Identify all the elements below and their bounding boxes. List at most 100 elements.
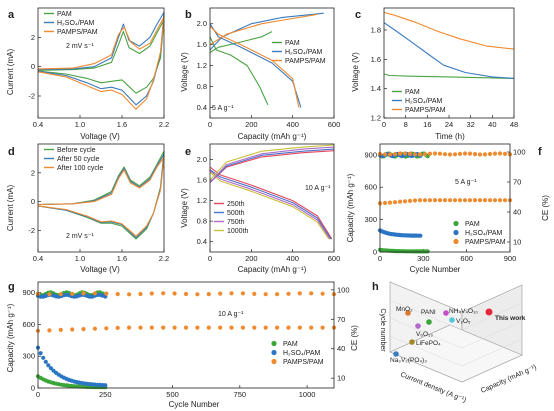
ce-point [472,152,478,157]
x-tick-label: 2.2 [159,254,169,263]
panel-d-legend: Before cycle After 50 cycle After 100 cycl… [44,147,103,172]
panel-h-gridlines [389,299,523,367]
capacity-point [472,198,478,203]
legend-marker [271,349,277,356]
x-tick-label: 24 [445,120,453,129]
x-tick-label: 300 [417,254,430,263]
y-tick-label: 600 [364,183,377,192]
y-tick-label: 0 [31,62,35,71]
legend-label: PAMPS/PAM [405,107,446,114]
capacity-point [240,325,245,330]
ce-point [422,152,428,157]
legend-label: PAMPS/PAM [57,29,98,36]
panel-d-frame [37,143,165,253]
capacity-point [462,198,468,203]
capacity-point [502,198,508,203]
legend-label: 250th [227,201,245,208]
x-tick-label: 0 [208,254,212,263]
capacity-point [457,198,463,203]
panel-c-frame [383,7,515,119]
capacity-point [477,198,483,203]
ce-point [138,291,143,297]
ce-point [286,291,291,296]
panel-b-annotation: 5 A g⁻¹ [212,105,234,112]
ce-point [492,151,498,156]
y-tick-label: 0 [31,384,35,393]
y-tick-label: 900 [22,288,35,297]
panel-h-label-lifepo4: LiFePO₄ [416,340,441,347]
legend-marker [453,229,459,236]
panel-f-ylabel: Capacity (mAh g⁻¹) [346,173,355,242]
legend-label: PAM [57,11,72,18]
legend-label: H₂SO₄/PAM [283,350,321,357]
panel-b-ylabel: Voltage (V) [180,52,189,92]
panel-f-ylabel-right: CE (%) [541,195,550,221]
panel-h-label-v6o13: V₆O₁₃ [416,331,433,338]
legend-marker [453,220,459,227]
panel-g-letter: g [8,281,15,293]
capacity-point [43,359,48,364]
y-right-tick-label: 100 [337,285,350,294]
panel-g-legend: PAM H₂SO₄/PAM PAMPS/PAM [271,340,324,366]
panel-a-yticks: -2 0 2 [28,33,41,101]
legend-marker [271,358,277,365]
y-tick-label: 900 [364,150,377,159]
capacity-point [81,327,86,332]
capacity-point [183,325,189,330]
ce-point [487,151,493,157]
panel-h-axis-z: Cycle number [379,308,386,352]
panel-b-letter: b [185,9,192,21]
y-tick-label: 600 [22,320,35,329]
panel-f: f 5 A g⁻¹ Cycle Number Capacity (mAh g⁻¹… [346,143,550,274]
panel-c-letter: c [355,9,361,21]
y-tick-label: 0 [373,248,377,257]
panel-g-frame [37,281,335,389]
capacity-point [104,326,109,331]
capacity-point [407,198,413,203]
panel-f-xlabel: Cycle Number [410,265,461,274]
ce-point [149,291,154,296]
capacity-point [482,198,488,203]
ce-point [387,152,393,157]
capacity-point [492,198,498,203]
series-line [209,171,330,240]
capacity-point [412,198,418,203]
x-tick-label: 600 [328,120,341,129]
capacity-point [172,325,177,330]
ce-point [92,291,97,296]
capacity-point [58,327,63,332]
y-tick-label: 1.6 [371,55,381,64]
panel-g: g 10 A g⁻¹ Cycle Number Capacity (mAh g⁻… [6,281,359,409]
panel-g-ylabel: Capacity (mAh g⁻¹) [6,303,15,372]
series-line [209,12,324,51]
ce-point [127,292,132,297]
legend-label: PAMPS/PAM [465,239,506,246]
ce-point [452,152,458,157]
panel-d-letter: d [8,146,15,158]
panel-h-grid-line [389,317,463,349]
y-right-tick-label: 100 [513,148,526,157]
y-tick-label: 1.2 [371,114,381,123]
ce-point [427,151,433,156]
panel-f-yticks-right: 10 40 70 100 [507,148,526,247]
legend-label: H₂SO₄/PAM [285,49,323,56]
x-tick-label: 600 [460,254,473,263]
capacity-point [309,325,314,330]
x-tick-label: 8 [404,120,408,129]
series-line [209,13,318,46]
capacity-point [437,198,443,203]
series-line [383,22,515,79]
ce-point [382,152,388,157]
capacity-point [70,327,75,332]
capacity-point [46,363,51,368]
capacity-point [263,325,268,330]
ce-point [172,291,177,296]
x-tick-label: 1.6 [117,120,127,129]
legend-label: PAMPS/PAM [283,359,324,366]
panel-c: c Time (h) Voltage (V) 0 8 16 24 32 40 48 1.2 1… [351,7,518,141]
capacity-point [425,249,430,254]
panel-h-point-this-work [485,308,493,316]
ce-point [263,292,268,297]
capacity-point [442,198,448,203]
y-tick-label: 1.6 [197,176,207,185]
